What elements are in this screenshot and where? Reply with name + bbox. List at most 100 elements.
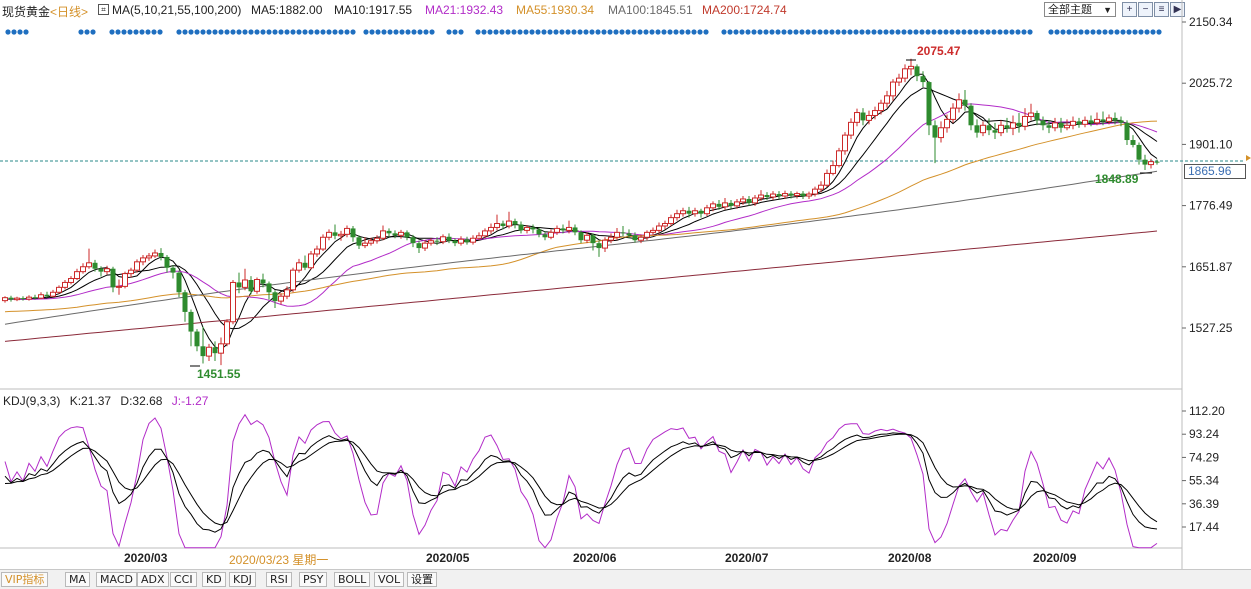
zoom-out-button[interactable]: −: [1138, 2, 1153, 17]
tab-kd[interactable]: KD: [202, 572, 226, 587]
candle-body-down: [272, 292, 278, 302]
tab-ma[interactable]: MA: [65, 572, 91, 587]
signal-dot: [1108, 29, 1114, 35]
signal-dot: [517, 29, 523, 35]
date-tick: 2020/08: [888, 551, 932, 565]
tab-psy[interactable]: PSY: [299, 572, 328, 587]
candle-body-down: [92, 262, 98, 269]
candle-body-up: [128, 269, 134, 275]
candle-body-up: [950, 107, 956, 120]
signal-dot: [1060, 29, 1066, 35]
candle-body-up: [836, 150, 842, 167]
signal-dot: [667, 29, 673, 35]
candle-body-down: [1034, 113, 1040, 121]
tab-vol[interactable]: VOL: [374, 572, 405, 587]
candle-body-up: [1106, 117, 1112, 122]
candle-body-up: [902, 68, 908, 79]
signal-dot: [487, 29, 493, 35]
signal-dot: [589, 29, 595, 35]
signal-dot: [907, 29, 913, 35]
indicator-settings-icon[interactable]: ⌗: [98, 4, 109, 15]
layout-button[interactable]: ≡: [1154, 2, 1169, 17]
signal-dot: [332, 29, 338, 35]
signal-dot: [212, 29, 218, 35]
signal-dot: [1150, 29, 1156, 35]
candle-body-down: [620, 232, 626, 234]
signal-dot: [260, 29, 266, 35]
signal-dot: [685, 29, 691, 35]
low-annotation: 1451.55: [197, 367, 241, 381]
kdj-axis: 112.20 93.24 74.29 55.34 36.39 17.44: [1182, 404, 1225, 534]
candle-body-up: [614, 231, 620, 238]
candle-body-down: [1040, 120, 1046, 126]
price-tick-label: 1527.25: [1189, 321, 1233, 335]
signal-dot: [151, 29, 157, 35]
tab-vip[interactable]: VIP指标: [1, 572, 49, 587]
candle-body-up: [818, 184, 824, 190]
kdj-j-line: [4, 413, 1158, 549]
candle-body-up: [710, 203, 716, 209]
candle-body-down: [350, 228, 356, 238]
kdj-tick-label: 74.29: [1189, 450, 1219, 464]
candle-body-down: [1058, 122, 1064, 128]
signal-dot: [979, 29, 985, 35]
price-tick-label: 1776.49: [1189, 199, 1233, 213]
candle-body-up: [782, 193, 788, 197]
play-button[interactable]: ▶: [1170, 2, 1185, 17]
tab-cci[interactable]: CCI: [170, 572, 197, 587]
signal-dot: [937, 29, 943, 35]
candle-body-down: [1076, 121, 1082, 125]
signal-dot: [637, 29, 643, 35]
theme-select[interactable]: 全部主题 ▼: [1044, 2, 1116, 17]
kdj-k-value: K:21.37: [69, 394, 112, 408]
tab-macd[interactable]: MACD: [96, 572, 137, 587]
candle-body-up: [242, 279, 248, 288]
candle-body-down: [236, 282, 242, 288]
tab-settings[interactable]: 设置: [407, 572, 437, 587]
tab-adx[interactable]: ADX: [137, 572, 169, 587]
signal-dot: [344, 29, 350, 35]
chart-canvas[interactable]: 2150.34 2025.72 1901.10 1776.49 1651.87 1527.…: [0, 0, 1251, 569]
ma-params: MA(5,10,21,55,100,200): [112, 3, 242, 17]
candle-body-up: [872, 110, 878, 116]
candle-body-down: [1100, 119, 1106, 122]
candle-body-up: [1082, 119, 1088, 125]
signal-dot: [661, 29, 667, 35]
candle-body-down: [248, 279, 254, 292]
signal-dot: [1144, 29, 1150, 35]
kdj-j-value: J:-1.27: [171, 394, 209, 408]
candle-body-up: [752, 197, 758, 204]
candle-body-down: [686, 210, 692, 214]
candle-body-up: [206, 346, 212, 357]
tab-rsi[interactable]: RSI: [266, 572, 292, 587]
signal-dot: [547, 29, 553, 35]
period-label[interactable]: <日线>: [50, 5, 89, 19]
signal-dot: [1078, 29, 1084, 35]
candle-body-down: [500, 223, 506, 226]
signal-dot: [236, 29, 242, 35]
candle-body-up: [848, 121, 854, 136]
signal-dot: [266, 29, 272, 35]
signal-dot: [1156, 29, 1162, 35]
signal-dot: [499, 29, 505, 35]
candle-body-down: [302, 262, 308, 268]
candle-body-down: [590, 235, 596, 244]
candle-body-down: [776, 194, 782, 197]
candle-body-up: [494, 223, 500, 228]
tab-kdj[interactable]: KDJ: [229, 572, 256, 587]
candle-body-up: [80, 266, 86, 273]
tab-boll[interactable]: BOLL: [334, 572, 371, 587]
zoom-in-button[interactable]: +: [1122, 2, 1137, 17]
signal-dot: [411, 29, 417, 35]
kdj-tick-label: 112.20: [1189, 404, 1225, 418]
symbol-name[interactable]: 现货黄金: [2, 5, 51, 19]
signal-dot: [541, 29, 547, 35]
signal-dot: [571, 29, 577, 35]
signal-dot: [423, 29, 429, 35]
candle-body-up: [218, 343, 224, 354]
signal-dot: [230, 29, 236, 35]
signal-dot: [871, 29, 877, 35]
candle-body-down: [716, 203, 722, 207]
signal-dot: [931, 29, 937, 35]
price-tick-label: 2150.34: [1189, 15, 1233, 29]
